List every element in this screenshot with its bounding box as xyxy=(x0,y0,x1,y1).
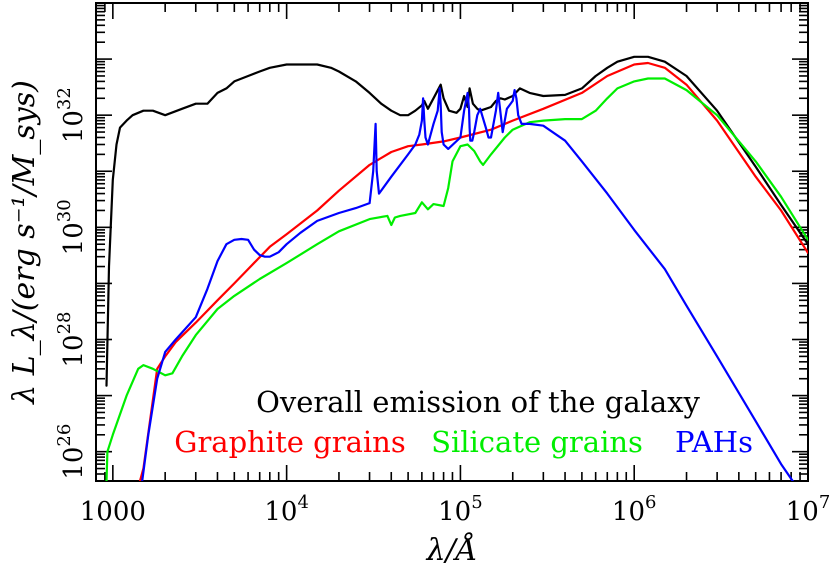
y-tick-label: 1032 xyxy=(54,87,89,143)
series-line-pahs xyxy=(141,87,795,481)
x-tick-label: 106 xyxy=(612,492,657,527)
x-axis-label: λ/Å xyxy=(426,532,478,568)
legend-entry-overall: Overall emission of the galaxy xyxy=(256,385,700,419)
y-tick-label: 1030 xyxy=(54,199,89,255)
series-line-overall-emission-of-the-galaxy xyxy=(105,55,808,387)
y-tick-label: 1028 xyxy=(54,312,89,368)
y-axis-label: λ L_λ/(erg s⁻¹/M_sys) xyxy=(7,80,42,405)
tick-labels: 1000 104 105 106 107 1026 1028 1030 1032 xyxy=(54,87,830,527)
x-tick-label: 104 xyxy=(264,492,309,527)
legend-entry-pahs: PAHs xyxy=(675,425,753,459)
legend-entry-silicate: Silicate grains xyxy=(431,425,643,459)
legend-entry-graphite: Graphite grains xyxy=(174,425,405,459)
series-layer xyxy=(105,55,808,481)
x-tick-label: 107 xyxy=(786,492,830,527)
x-tick-label: 105 xyxy=(438,492,483,527)
series-line-silicate-grains xyxy=(105,77,808,481)
x-tick-label: 1000 xyxy=(80,497,146,527)
legend: Overall emission of the galaxy Graphite … xyxy=(174,385,753,459)
axis-ticks xyxy=(95,2,809,482)
y-tick-label: 1026 xyxy=(54,424,89,480)
